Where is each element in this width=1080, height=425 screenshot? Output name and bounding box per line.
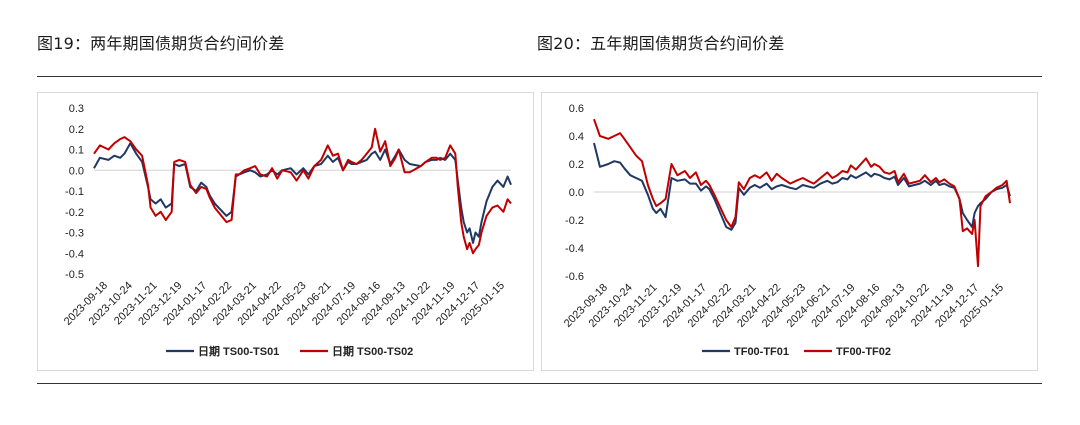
y-tick-label: 0.2 (69, 124, 84, 136)
figure-19-title: 图19：两年期国债期货合约间价差 (37, 34, 285, 53)
top-rule (37, 76, 1042, 77)
y-tick-label: 0.1 (69, 145, 84, 157)
chart-tf-spread: 0.60.40.20.0-0.2-0.4-0.62023-09-182023-1… (562, 103, 1011, 358)
y-tick-label: -0.5 (65, 269, 84, 281)
y-tick-label: 0.6 (569, 103, 584, 115)
figure-20-title: 图20：五年期国债期货合约间价差 (537, 34, 785, 53)
legend-label: 日期 TS00-TS01 (198, 344, 279, 358)
y-tick-label: 0.2 (569, 159, 584, 171)
bottom-rule (37, 383, 1042, 384)
legend-label: TF00-TF02 (836, 346, 891, 358)
y-tick-label: -0.6 (565, 271, 584, 283)
y-tick-label: -0.3 (65, 228, 84, 240)
chart-ts-spread: 0.30.20.10.0-0.1-0.2-0.3-0.4-0.52023-09-… (62, 103, 512, 358)
y-tick-label: 0.4 (569, 131, 584, 143)
y-tick-label: -0.2 (65, 207, 84, 219)
chart-panel-ts: 0.3 0.2 0.1 0.0 -0.1 -0.2 -0.3 -0.4 -0.5 2023-09-… (37, 92, 534, 371)
y-tick-label: 0.0 (69, 165, 84, 177)
y-tick-label: -0.1 (65, 186, 84, 198)
series-line-2 (593, 118, 1011, 268)
chart-panel-tf: 0.6 0.4 0.2 0.0 -0.2 -0.4 -0.6 2023-09-18 2023-1… (541, 92, 1038, 371)
legend-label: TF00-TF01 (734, 346, 789, 358)
legend-label: 日期 TS00-TS02 (332, 344, 413, 358)
y-tick-label: -0.4 (65, 248, 84, 260)
series-line-1 (593, 142, 1011, 231)
y-tick-label: 0.0 (569, 187, 584, 199)
series-line-2 (93, 127, 512, 255)
y-tick-label: -0.4 (565, 243, 584, 255)
series-line-1 (93, 142, 512, 244)
y-tick-label: 0.3 (69, 103, 84, 115)
y-tick-label: -0.2 (565, 215, 584, 227)
